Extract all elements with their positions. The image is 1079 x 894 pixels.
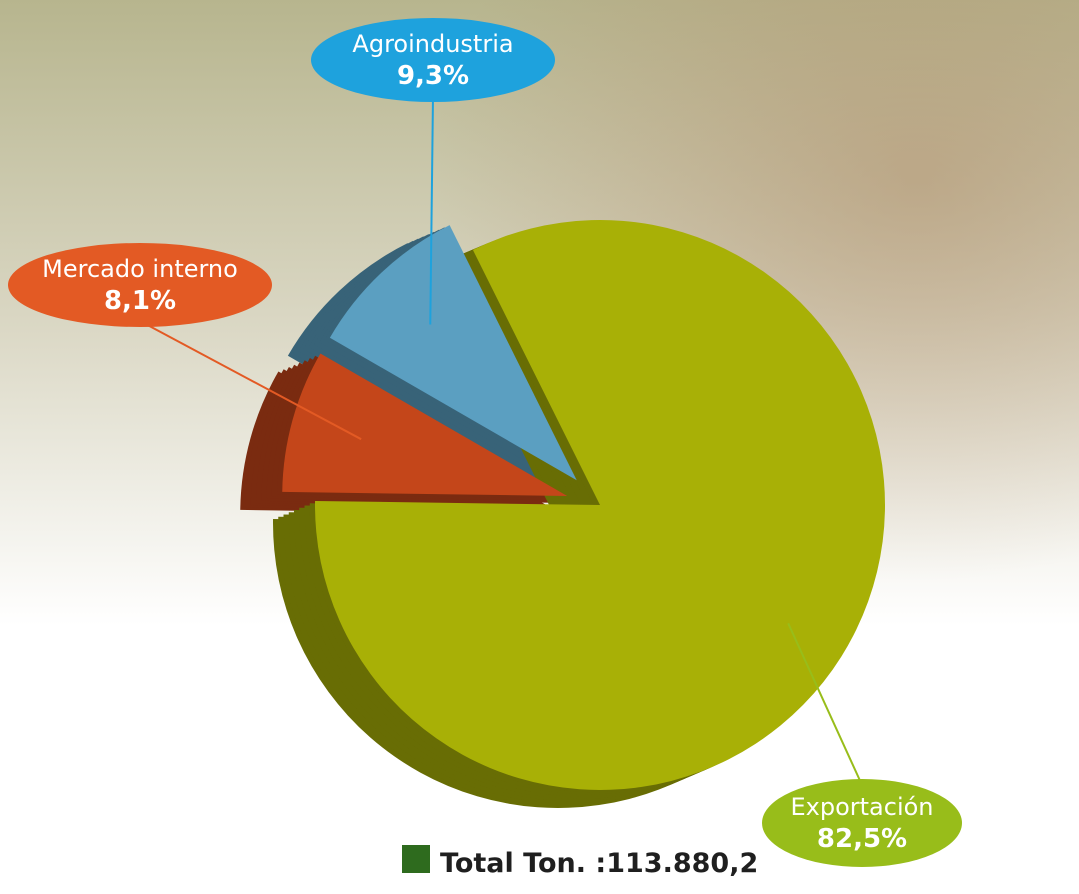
label-name: Mercado interno [42,255,238,283]
leader-line [429,95,434,325]
leader-line [787,622,863,786]
label-bubble [8,243,272,327]
slice [329,225,577,481]
total-label: Total Ton. :113.880,2 [440,848,758,879]
leader-line [139,320,362,441]
label-value: 8,1% [104,286,176,316]
label-bubble [762,779,962,867]
label-name: Agroindustria [352,30,513,58]
slice [314,220,885,790]
label-name: Exportación [790,793,933,821]
label-bubble [311,18,555,102]
label-value: 82,5% [817,824,907,854]
slice [282,353,568,496]
label-value: 9,3% [397,61,469,91]
total-swatch [402,845,430,873]
